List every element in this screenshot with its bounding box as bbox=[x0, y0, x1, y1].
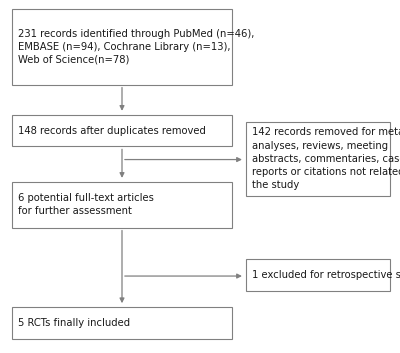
FancyBboxPatch shape bbox=[12, 307, 232, 339]
FancyBboxPatch shape bbox=[246, 122, 390, 196]
Text: 231 records identified through PubMed (n=46),
EMBASE (n=94), Cochrane Library (n: 231 records identified through PubMed (n… bbox=[18, 29, 254, 65]
FancyBboxPatch shape bbox=[12, 115, 232, 146]
FancyBboxPatch shape bbox=[12, 9, 232, 85]
Text: 1 excluded for retrospective study: 1 excluded for retrospective study bbox=[252, 270, 400, 280]
Text: 148 records after duplicates removed: 148 records after duplicates removed bbox=[18, 126, 206, 136]
Text: 5 RCTs finally included: 5 RCTs finally included bbox=[18, 318, 130, 328]
FancyBboxPatch shape bbox=[12, 182, 232, 228]
FancyBboxPatch shape bbox=[246, 259, 390, 291]
Text: 6 potential full-text articles
for further assessment: 6 potential full-text articles for furth… bbox=[18, 193, 154, 216]
Text: 142 records removed for meta-
analyses, reviews, meeting
abstracts, commentaries: 142 records removed for meta- analyses, … bbox=[252, 127, 400, 190]
